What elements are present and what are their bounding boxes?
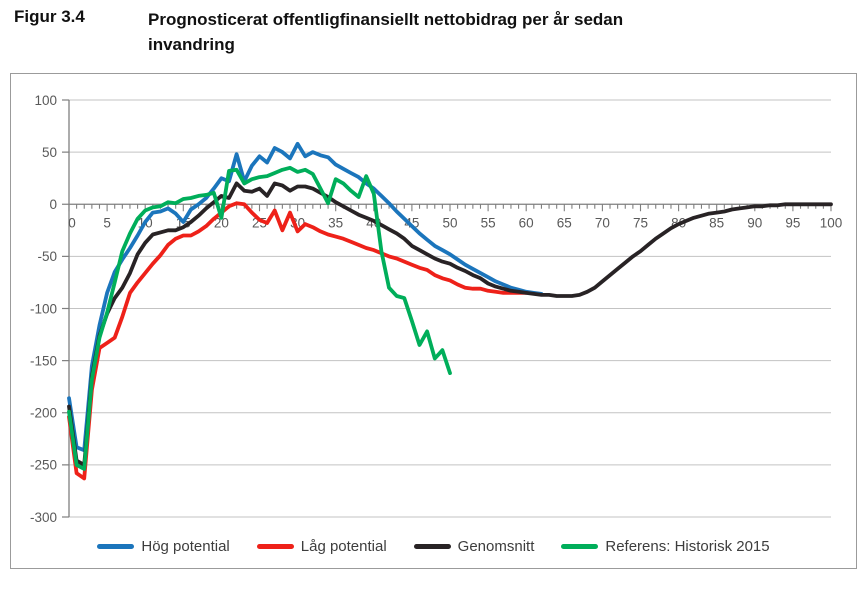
legend-swatch xyxy=(561,544,599,549)
y-tick-label: 100 xyxy=(34,93,57,108)
legend-label: Referens: Historisk 2015 xyxy=(605,538,770,555)
y-tick-label: -150 xyxy=(30,353,57,368)
y-tick-label: -50 xyxy=(37,249,57,264)
legend-swatch xyxy=(413,544,451,549)
x-tick-label: 5 xyxy=(103,215,111,230)
figure-title: Prognosticerat offentligfinansiellt nett… xyxy=(148,10,624,54)
x-tick-label: 60 xyxy=(519,215,534,230)
x-tick-label: 95 xyxy=(785,215,800,230)
y-tick-label: -100 xyxy=(30,301,57,316)
legend-label: Låg potential xyxy=(300,538,387,555)
x-tick-label: 70 xyxy=(595,215,610,230)
x-tick-label: 100 xyxy=(820,215,843,230)
chart-panel: 100 50 0 -50 -100 -150 -200 -250 -300 0 5 10 15 20 25 3… xyxy=(10,73,857,569)
x-tick-label: 0 xyxy=(68,215,76,230)
legend-item: Genomsnitt xyxy=(413,538,535,555)
y-tick-label: 50 xyxy=(42,145,57,160)
series-line-h-g-potential xyxy=(67,141,544,453)
x-tick-label: 55 xyxy=(481,215,496,230)
x-tick-label: 20 xyxy=(214,215,229,230)
x-tick-label: 35 xyxy=(328,215,343,230)
x-tick-label: 25 xyxy=(252,215,267,230)
y-tick-label: 0 xyxy=(49,197,57,212)
legend: Hög potential Låg potential Genomsnitt Refe… xyxy=(11,538,856,555)
series-line-genomsnitt xyxy=(67,181,833,467)
legend-item: Hög potential xyxy=(97,538,230,555)
y-tick-label: -250 xyxy=(30,458,57,473)
y-tick-label: -200 xyxy=(30,406,57,421)
legend-item: Referens: Historisk 2015 xyxy=(561,538,770,555)
figure-label: Figur 3.4 xyxy=(14,7,85,26)
x-tick-label: 45 xyxy=(404,215,419,230)
x-tick-label: 50 xyxy=(442,215,457,230)
legend-label: Hög potential xyxy=(141,538,230,555)
series-line-referens-historisk-2015 xyxy=(67,165,452,471)
y-tick-label: -300 xyxy=(30,510,57,525)
x-tick-label: 90 xyxy=(747,215,762,230)
x-tick-label: 75 xyxy=(633,215,648,230)
series-line-l-g-potential xyxy=(67,201,529,481)
legend-swatch xyxy=(97,544,135,549)
legend-item: Låg potential xyxy=(256,538,387,555)
x-tick-label: 65 xyxy=(557,215,572,230)
legend-swatch xyxy=(256,544,294,549)
legend-label: Genomsnitt xyxy=(457,538,535,555)
x-tick-label: 85 xyxy=(709,215,724,230)
